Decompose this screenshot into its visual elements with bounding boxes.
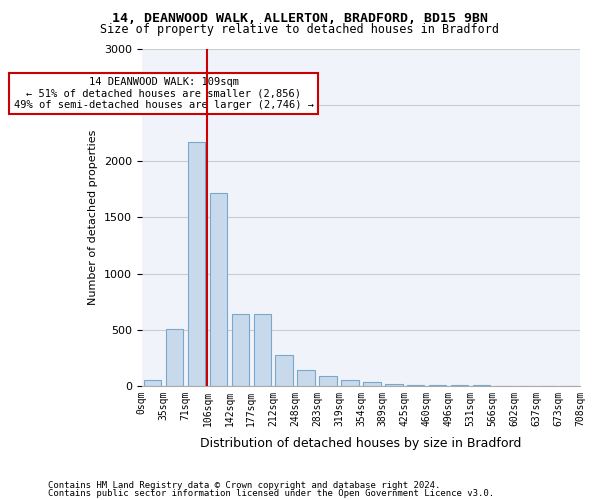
Bar bbox=[341, 380, 359, 386]
Bar bbox=[254, 314, 271, 386]
Text: 14, DEANWOOD WALK, ALLERTON, BRADFORD, BD15 9BN: 14, DEANWOOD WALK, ALLERTON, BRADFORD, B… bbox=[112, 12, 488, 26]
Y-axis label: Number of detached properties: Number of detached properties bbox=[88, 130, 98, 305]
Bar bbox=[451, 385, 468, 386]
Text: Contains public sector information licensed under the Open Government Licence v3: Contains public sector information licen… bbox=[48, 488, 494, 498]
Bar bbox=[166, 328, 184, 386]
Bar bbox=[385, 384, 403, 386]
X-axis label: Distribution of detached houses by size in Bradford: Distribution of detached houses by size … bbox=[200, 437, 521, 450]
Bar bbox=[275, 356, 293, 386]
Bar bbox=[188, 142, 205, 386]
Text: Contains HM Land Registry data © Crown copyright and database right 2024.: Contains HM Land Registry data © Crown c… bbox=[48, 481, 440, 490]
Bar bbox=[319, 376, 337, 386]
Text: 14 DEANWOOD WALK: 109sqm
← 51% of detached houses are smaller (2,856)
49% of sem: 14 DEANWOOD WALK: 109sqm ← 51% of detach… bbox=[14, 77, 314, 110]
Bar bbox=[209, 192, 227, 386]
Bar bbox=[232, 314, 249, 386]
Bar bbox=[298, 370, 315, 386]
Bar bbox=[144, 380, 161, 386]
Bar bbox=[363, 382, 380, 386]
Bar bbox=[429, 385, 446, 386]
Text: Size of property relative to detached houses in Bradford: Size of property relative to detached ho… bbox=[101, 22, 499, 36]
Bar bbox=[407, 384, 424, 386]
